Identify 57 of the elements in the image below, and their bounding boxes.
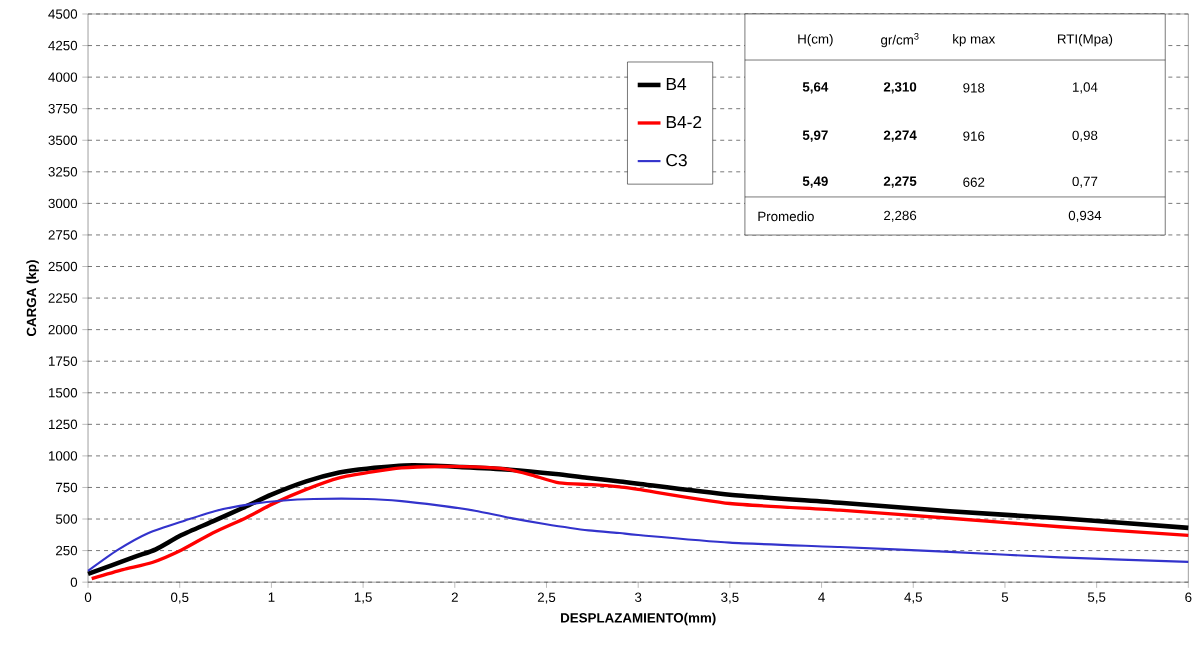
y-tick-label: 4250	[48, 40, 78, 51]
line-series	[86, 497, 1190, 572]
y-tick-label: 1250	[48, 419, 78, 429]
y-tick-label: 3500	[48, 135, 78, 145]
annotation: 0,98	[1072, 130, 1098, 142]
x-tick-label: 5	[1001, 592, 1009, 602]
y-tick-label: 0	[70, 577, 78, 587]
y-tick-label: 1500	[48, 387, 78, 398]
annotation: 0,934	[1068, 210, 1102, 222]
annotation: 2,286	[884, 210, 917, 222]
annotation: 5,64	[802, 82, 829, 94]
annotation: gr/cm$^{3}$	[881, 33, 919, 48]
annotation: Promedio	[758, 211, 814, 222]
y-axis-title: CARGA (kp)	[26, 260, 39, 336]
y-tick-label: 2750	[48, 230, 78, 240]
annotation: 5,97	[802, 130, 828, 142]
x-tick-label: 0,5	[170, 592, 189, 604]
y-tick-label: 2500	[48, 261, 78, 272]
x-tick-label: 3	[634, 592, 642, 602]
x-tick-label: 1	[268, 592, 275, 602]
y-tick-label: 250	[56, 545, 78, 556]
y-tick-label: 3750	[48, 103, 78, 114]
annotation: 2,274	[883, 130, 917, 142]
y-tick-label: 2250	[48, 293, 78, 303]
annotation: 2,275	[883, 176, 917, 188]
y-tick-label: 1000	[48, 451, 78, 461]
annotation: RTI(Mpa)	[1057, 33, 1113, 47]
y-tick-label: 4000	[48, 72, 78, 82]
y-tick-label: 2000	[48, 324, 78, 335]
y-tick-label: 750	[56, 482, 78, 493]
annotation: 918	[963, 83, 985, 93]
legend-label: C3	[666, 153, 687, 167]
annotation: 916	[963, 131, 985, 141]
x-tick-label: 2,5	[537, 592, 556, 604]
y-tick-label: 4500	[48, 9, 78, 19]
annotation: 0,77	[1072, 176, 1098, 188]
x-tick-label: 5,5	[1087, 592, 1106, 604]
x-tick-label: 4,5	[904, 592, 922, 604]
x-axis-title: DESPLAZAMIENTO(mm)	[561, 612, 716, 626]
annotation: 1,04	[1072, 82, 1098, 94]
annotation: 662	[963, 177, 985, 187]
annotation: 2,310	[883, 82, 917, 94]
annotation: H(cm)	[798, 33, 833, 47]
x-tick-label: 6	[1185, 592, 1192, 602]
annotation: kp max	[953, 33, 996, 47]
y-tick-label: 500	[55, 514, 78, 524]
y-tick-label: 3000	[48, 198, 78, 209]
x-tick-label: 2	[451, 592, 458, 602]
y-tick-label: 3250	[48, 167, 78, 177]
y-tick-label: 1750	[48, 356, 78, 366]
annotation: 5,49	[802, 176, 828, 188]
legend-label: B4-2	[666, 115, 702, 128]
legend-label: B4	[666, 77, 687, 90]
x-tick-label: 1,5	[354, 592, 372, 604]
x-tick-label: 0	[84, 592, 92, 602]
x-tick-label: 4	[818, 592, 825, 602]
x-tick-label: 3,5	[721, 592, 739, 604]
